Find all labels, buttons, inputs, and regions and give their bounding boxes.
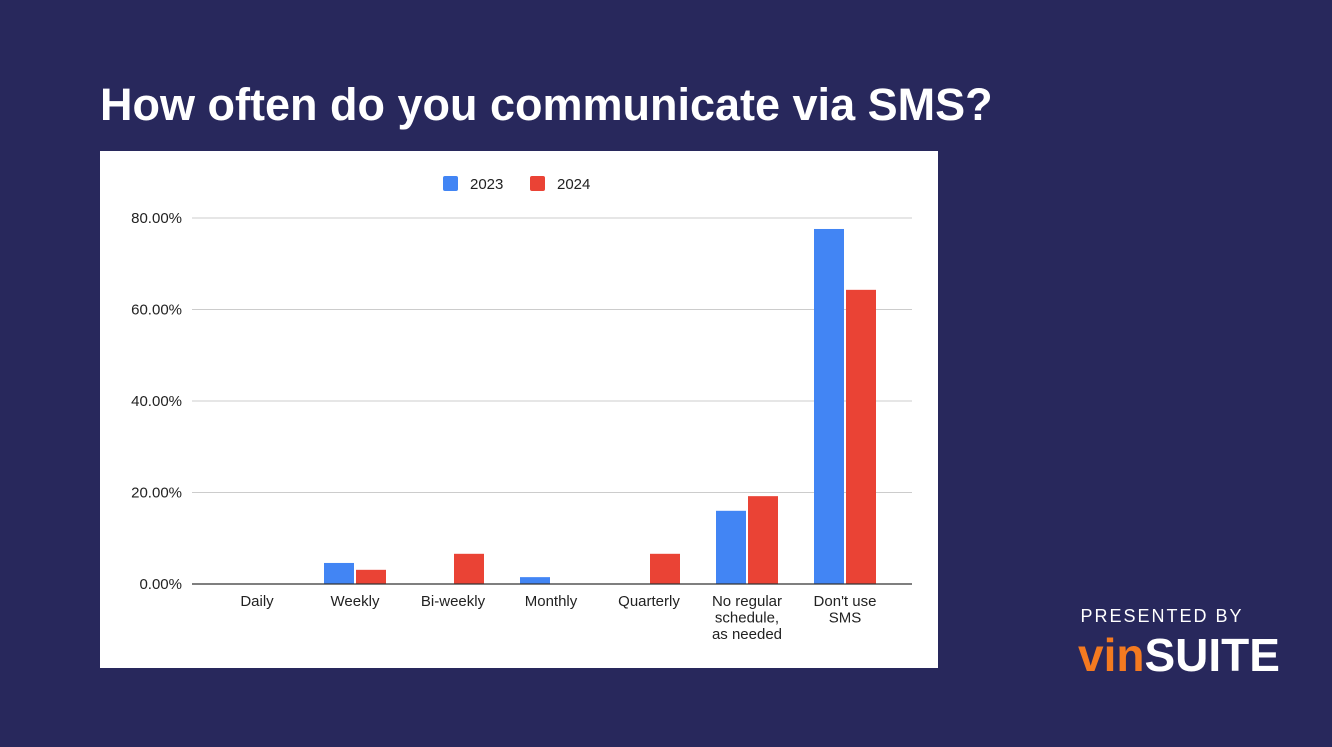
legend-swatch [443,176,458,191]
x-tick-label: Daily [240,593,274,610]
bar [748,496,778,584]
y-tick-label: 60.00% [131,302,182,319]
brand-logo: vinSUITE [1078,629,1280,681]
y-tick-label: 20.00% [131,485,182,502]
legend-label: 2023 [470,176,503,193]
bar [324,562,354,584]
x-tick-label: No regular schedule, as needed [712,593,782,643]
x-tick-label: Monthly [525,593,578,610]
bar [846,289,876,584]
bar [454,553,484,584]
bar [814,228,844,585]
x-tick-label: Don't use SMS [814,593,877,627]
y-tick-label: 80.00% [131,210,182,227]
x-tick-label: Quarterly [618,593,680,610]
x-tick-label: Bi-weekly [421,593,486,610]
y-tick-label: 0.00% [139,576,182,593]
bar [520,577,550,584]
y-tick-label: 40.00% [131,393,182,410]
x-tick-label: Weekly [331,593,380,610]
bar [356,569,386,584]
legend-swatch [530,176,545,191]
bar [716,510,746,584]
legend-label: 2024 [557,176,590,193]
chart-title: How often do you communicate via SMS? [100,79,993,130]
logo-suffix: SUITE [1144,629,1279,681]
chart-panel [100,151,938,668]
brand-caption: PRESENTED BY [1080,606,1243,626]
logo-prefix: vin [1078,629,1144,681]
bar [650,553,680,584]
